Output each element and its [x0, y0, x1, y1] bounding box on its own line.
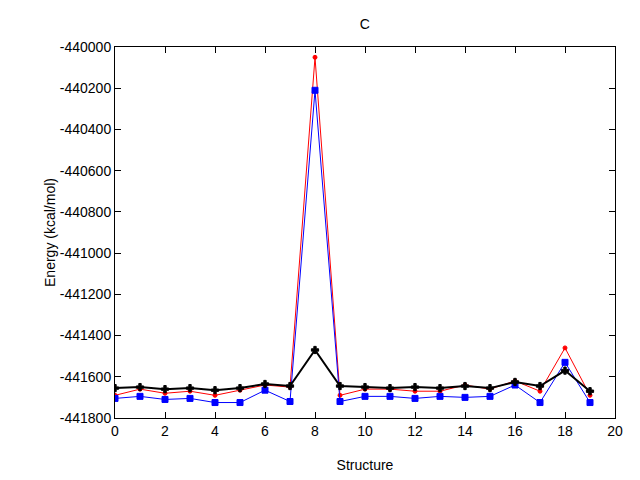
- svg-text:14: 14: [457, 423, 473, 439]
- svg-text:-441000: -441000: [60, 245, 112, 261]
- svg-text:12: 12: [407, 423, 423, 439]
- svg-text:10: 10: [357, 423, 373, 439]
- svg-text:-440400: -440400: [60, 121, 112, 137]
- svg-text:18: 18: [557, 423, 573, 439]
- svg-text:20: 20: [607, 423, 623, 439]
- svg-text:2: 2: [161, 423, 169, 439]
- svg-text:4: 4: [211, 423, 219, 439]
- svg-text:6: 6: [261, 423, 269, 439]
- svg-text:-440200: -440200: [60, 80, 112, 96]
- svg-text:-441800: -441800: [60, 410, 112, 426]
- svg-text:Energy (kcal/mol): Energy (kcal/mol): [42, 178, 58, 287]
- svg-text:-441200: -441200: [60, 286, 112, 302]
- svg-text:-440800: -440800: [60, 204, 112, 220]
- svg-text:0: 0: [111, 423, 119, 439]
- svg-text:-441600: -441600: [60, 369, 112, 385]
- svg-text:-440600: -440600: [60, 163, 112, 179]
- svg-text:8: 8: [311, 423, 319, 439]
- svg-text:-441400: -441400: [60, 327, 112, 343]
- svg-text:C: C: [360, 16, 370, 32]
- svg-text:-440000: -440000: [60, 39, 112, 55]
- svg-text:16: 16: [507, 423, 523, 439]
- svg-text:Structure: Structure: [337, 457, 394, 473]
